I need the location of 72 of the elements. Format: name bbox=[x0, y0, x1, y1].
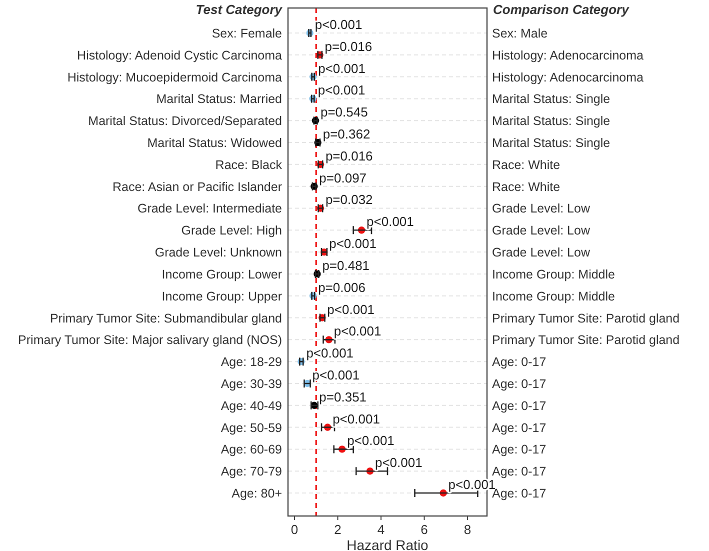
y-tick-label: Sex: Female bbox=[212, 26, 282, 40]
y2-tick-label: Income Group: Middle bbox=[492, 289, 616, 304]
y2-tick-label: Primary Tumor Site: Parotid gland bbox=[492, 311, 680, 326]
y2-tick-label: Age: 0-17 bbox=[492, 464, 546, 479]
y-tick-label: Age: 50-59 bbox=[220, 420, 282, 435]
annotation: p=0.032 bbox=[325, 192, 373, 208]
y2-tick-label: Age: 0-17 bbox=[492, 420, 546, 435]
annotation: p=0.016 bbox=[324, 38, 372, 54]
y-tick-label: Marital Status: Married bbox=[156, 92, 282, 106]
y-tick-label: Age: 18-29 bbox=[220, 355, 282, 370]
y-tick-label: Histology: Adenoid Cystic Carcinoma bbox=[77, 48, 282, 62]
x-axis-title: Hazard Ratio bbox=[346, 537, 429, 551]
annotation: p<0.001 bbox=[366, 214, 414, 230]
y2-tick-label: Histology: Adenocarcinoma bbox=[492, 70, 644, 84]
y2-tick-label: Race: White bbox=[492, 158, 560, 172]
annotation: p<0.001 bbox=[329, 236, 376, 252]
annotation: p<0.001 bbox=[306, 346, 354, 361]
y2-tick-label: Grade Level: Low bbox=[492, 246, 591, 260]
annotation: p=0.351 bbox=[319, 389, 367, 404]
y2-tick-label: Age: 0-17 bbox=[492, 355, 546, 370]
y-tick-label: Marital Status: Widowed bbox=[147, 136, 282, 150]
y-tick-label: Primary Tumor Site: Major salivary gland (NOS) bbox=[18, 333, 282, 348]
x-tick-label: 8 bbox=[464, 522, 472, 537]
annotation: p<0.001 bbox=[374, 455, 422, 470]
annotation: p<0.001 bbox=[318, 60, 366, 76]
y2-tick-label: Primary Tumor Site: Parotid gland bbox=[492, 333, 680, 348]
x-tick-label: 4 bbox=[377, 522, 385, 537]
y2-tick-label: Age: 0-17 bbox=[492, 376, 546, 391]
y2-tick-label: Marital Status: Single bbox=[492, 136, 610, 150]
annotation: p<0.001 bbox=[327, 302, 375, 317]
y-tick-label: Income Group: Lower bbox=[162, 267, 282, 282]
y2-tick-label: Grade Level: Low bbox=[492, 224, 591, 238]
annotation: p=0.545 bbox=[320, 104, 368, 120]
y2-tick-label: Income Group: Middle bbox=[492, 267, 616, 282]
x-tick-label: 6 bbox=[420, 522, 428, 537]
annotation: p=0.006 bbox=[318, 280, 366, 295]
y2-tick-label: Histology: Adenocarcinoma bbox=[492, 48, 644, 62]
annotation: p<0.001 bbox=[347, 433, 394, 448]
y-tick-label: Age: 40-49 bbox=[220, 398, 282, 413]
y2-tick-label: Marital Status: Single bbox=[492, 92, 610, 106]
y-tick-label: Grade Level: Intermediate bbox=[137, 202, 282, 216]
annotation: p=0.481 bbox=[322, 258, 370, 273]
x-tick-label: 0 bbox=[290, 522, 298, 537]
y-tick-label: Income Group: Upper bbox=[162, 289, 282, 304]
annotation: p<0.001 bbox=[332, 411, 380, 426]
annotation: p<0.001 bbox=[318, 82, 366, 98]
y-tick-label: Marital Status: Divorced/Separated bbox=[88, 114, 282, 128]
y2-axis-title: Comparison Category bbox=[493, 2, 630, 17]
y2-tick-label: Sex: Male bbox=[492, 26, 548, 40]
y-axis-title: Test Category bbox=[196, 2, 283, 17]
annotation: p=0.362 bbox=[322, 126, 370, 142]
annotation: p=0.016 bbox=[325, 148, 373, 164]
y2-tick-label: Age: 0-17 bbox=[492, 398, 546, 413]
y-tick-label: Age: 80+ bbox=[232, 486, 282, 500]
y2-tick-label: Marital Status: Single bbox=[492, 114, 610, 128]
annotation: p<0.001 bbox=[334, 324, 382, 339]
y-tick-label: Age: 70-79 bbox=[220, 464, 282, 479]
y-tick-label: Histology: Mucoepidermoid Carcinoma bbox=[67, 70, 282, 84]
annotation: p=0.097 bbox=[319, 170, 367, 186]
y-tick-label: Grade Level: High bbox=[181, 224, 282, 238]
y-tick-label: Grade Level: Unknown bbox=[154, 246, 282, 260]
y-tick-label: Age: 30-39 bbox=[220, 376, 282, 391]
annotation: p<0.001 bbox=[312, 367, 360, 382]
y2-tick-label: Age: 0-17 bbox=[492, 442, 546, 457]
y-tick-label: Race: Asian or Pacific Islander bbox=[112, 180, 282, 194]
y2-tick-label: Race: White bbox=[492, 180, 560, 194]
annotation: p<0.001 bbox=[314, 17, 362, 32]
y-tick-label: Age: 60-69 bbox=[220, 442, 282, 457]
x-tick-label: 2 bbox=[334, 522, 342, 537]
y-tick-label: Primary Tumor Site: Submandibular gland bbox=[50, 311, 282, 326]
y-tick-label: Race: Black bbox=[215, 158, 283, 172]
y2-tick-label: Grade Level: Low bbox=[492, 202, 591, 216]
